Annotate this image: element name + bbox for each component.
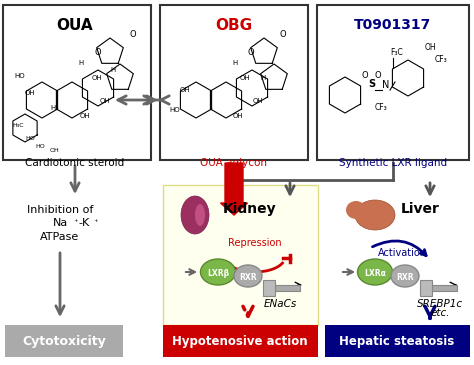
Text: LXRα: LXRα [364, 269, 386, 277]
Text: Synthetic LXR ligand: Synthetic LXR ligand [339, 158, 447, 168]
Text: OBG: OBG [216, 18, 253, 33]
Text: Hepatic steatosis: Hepatic steatosis [339, 334, 455, 347]
Text: H: H [78, 60, 83, 66]
Text: LXRβ: LXRβ [207, 269, 229, 277]
Text: OH: OH [180, 87, 191, 93]
Text: OH: OH [100, 98, 110, 104]
Text: O: O [375, 71, 382, 80]
Text: HO: HO [15, 73, 25, 79]
Text: OUA: OUA [57, 18, 93, 33]
Text: ATPase: ATPase [40, 232, 80, 242]
Text: O: O [280, 30, 287, 39]
FancyBboxPatch shape [317, 5, 469, 160]
FancyBboxPatch shape [3, 5, 151, 160]
Ellipse shape [355, 200, 395, 230]
Text: O: O [95, 48, 101, 57]
Text: OH: OH [25, 90, 35, 96]
Text: OH: OH [240, 75, 251, 81]
Ellipse shape [391, 265, 419, 287]
Text: HO: HO [25, 136, 35, 141]
Text: F₃C: F₃C [390, 48, 403, 57]
Text: ENaCs: ENaCs [264, 299, 297, 309]
Text: OH: OH [50, 148, 60, 153]
Text: OH: OH [80, 113, 91, 119]
Text: H: H [232, 60, 237, 66]
Text: Inhibition of: Inhibition of [27, 205, 93, 215]
Text: Activation: Activation [377, 248, 427, 258]
Ellipse shape [357, 259, 392, 285]
Text: OH: OH [425, 43, 437, 52]
FancyBboxPatch shape [163, 185, 318, 325]
Text: H: H [110, 67, 115, 73]
Ellipse shape [234, 265, 262, 287]
FancyBboxPatch shape [163, 325, 318, 357]
Ellipse shape [195, 204, 205, 226]
Text: Na: Na [52, 218, 68, 228]
Text: H: H [260, 75, 265, 81]
FancyBboxPatch shape [325, 325, 470, 357]
Text: OH: OH [253, 98, 264, 104]
Text: SREBP1c: SREBP1c [417, 299, 463, 309]
Ellipse shape [181, 196, 209, 234]
Text: OH: OH [92, 75, 103, 81]
Text: CF₃: CF₃ [375, 103, 388, 112]
Text: RXR: RXR [396, 273, 414, 281]
Ellipse shape [201, 259, 236, 285]
Text: H₃C: H₃C [12, 123, 24, 128]
Bar [263, 280, 275, 296]
Text: O: O [362, 71, 369, 80]
Text: Cardiotonic steroid: Cardiotonic steroid [26, 158, 125, 168]
Text: Repression: Repression [228, 238, 282, 248]
Text: RXR: RXR [239, 273, 257, 281]
Text: etc.: etc. [430, 308, 450, 318]
Text: Liver: Liver [401, 202, 439, 216]
Text: O: O [130, 30, 137, 39]
Text: -K: -K [78, 218, 89, 228]
FancyBboxPatch shape [5, 325, 123, 357]
Text: CF₃: CF₃ [435, 55, 448, 64]
Text: T0901317: T0901317 [355, 18, 432, 32]
Text: H: H [50, 105, 55, 111]
Bar [432, 285, 457, 291]
Bar [420, 280, 432, 296]
Text: OH: OH [233, 113, 243, 119]
Bar [275, 285, 300, 291]
Text: Hypotenosive action: Hypotenosive action [172, 334, 308, 347]
FancyBboxPatch shape [160, 5, 308, 160]
Text: Cytotoxicity: Cytotoxicity [22, 334, 106, 347]
Text: ⁺: ⁺ [73, 218, 78, 227]
FancyArrow shape [220, 163, 247, 215]
Text: N: N [382, 80, 389, 90]
Text: HO: HO [35, 144, 45, 149]
Text: S: S [368, 79, 375, 89]
Ellipse shape [346, 201, 366, 219]
Text: ⁺: ⁺ [93, 218, 98, 227]
Text: OUA aglycon: OUA aglycon [201, 158, 267, 168]
Text: HO: HO [170, 107, 180, 113]
Text: O: O [248, 48, 255, 57]
Text: Kidney: Kidney [223, 202, 277, 216]
